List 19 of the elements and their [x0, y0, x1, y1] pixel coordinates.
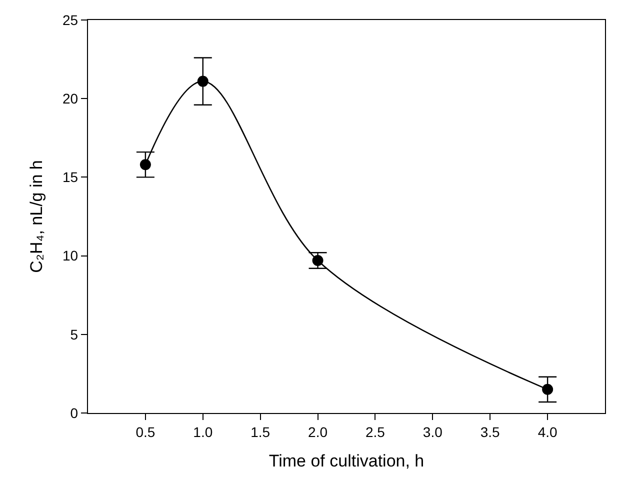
x-tick-label: 3.5 — [480, 424, 500, 440]
x-tick-label: 2.0 — [308, 424, 328, 440]
point — [197, 76, 208, 87]
x-tick-label: 1.5 — [250, 424, 270, 440]
y-axis-title: C₂H₄, nL/g in h — [27, 160, 46, 273]
x-tick-label: 1.0 — [193, 424, 213, 440]
x-tick-label: 4.0 — [538, 424, 558, 440]
y-tick-label: 15 — [62, 169, 78, 186]
y-tick-label: 0 — [70, 404, 78, 421]
y-tick-label: 10 — [62, 248, 78, 264]
x-tick-label: 2.5 — [365, 424, 386, 440]
point — [140, 159, 151, 170]
y-tick-label: 20 — [62, 90, 78, 106]
x-tick-label: 3.0 — [422, 424, 443, 440]
y-tick-label: 5 — [70, 326, 78, 342]
x-axis-title: Time of cultivation, h — [268, 451, 424, 470]
x-tick-label: 0.5 — [136, 424, 156, 440]
point — [542, 384, 554, 395]
y-tick-label: 25 — [62, 12, 78, 28]
